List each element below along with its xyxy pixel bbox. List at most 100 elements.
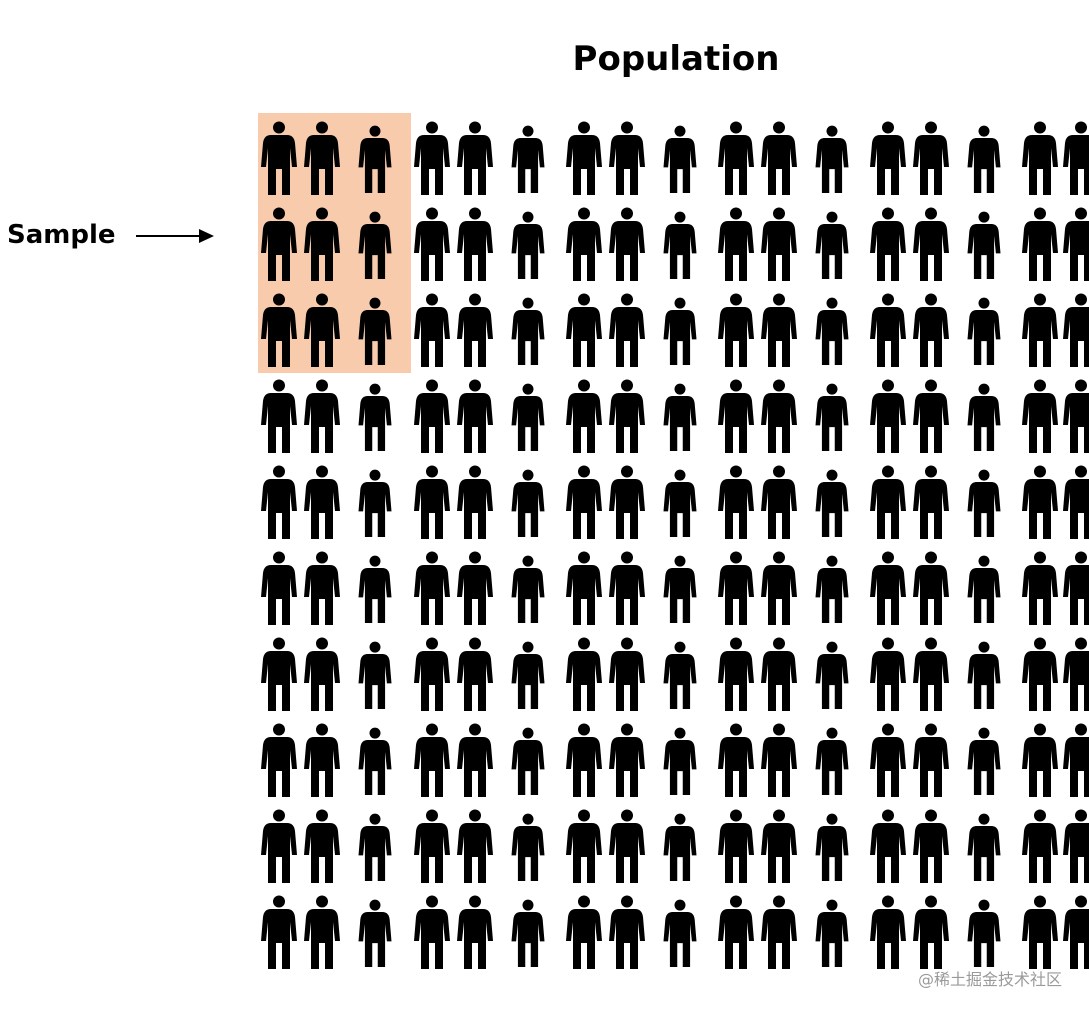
person-icon xyxy=(304,895,340,969)
person-icon xyxy=(913,293,949,367)
person-icon xyxy=(967,211,1001,279)
person-icon xyxy=(358,555,392,623)
person-icon xyxy=(1063,379,1089,453)
person-icon xyxy=(870,207,906,281)
person-icon xyxy=(358,469,392,537)
person-icon xyxy=(457,379,493,453)
person-icon xyxy=(304,809,340,883)
person-icon xyxy=(913,809,949,883)
person-icon xyxy=(566,895,602,969)
person-icon xyxy=(1063,207,1089,281)
person-icon xyxy=(457,723,493,797)
person-icon xyxy=(457,637,493,711)
person-icon xyxy=(261,379,297,453)
person-icon xyxy=(761,637,797,711)
person-icon xyxy=(870,293,906,367)
person-icon xyxy=(609,809,645,883)
person-icon xyxy=(870,637,906,711)
person-icon xyxy=(663,469,697,537)
person-icon xyxy=(566,121,602,195)
person-icon xyxy=(761,121,797,195)
person-icon xyxy=(609,465,645,539)
person-icon xyxy=(761,465,797,539)
person-icon xyxy=(815,297,849,365)
person-icon xyxy=(511,125,545,193)
person-icon xyxy=(663,813,697,881)
person-icon xyxy=(304,637,340,711)
person-icon xyxy=(1022,293,1058,367)
person-icon xyxy=(609,551,645,625)
person-icon xyxy=(870,723,906,797)
person-icon xyxy=(457,551,493,625)
person-icon xyxy=(761,809,797,883)
person-icon xyxy=(511,297,545,365)
person-icon xyxy=(457,895,493,969)
person-icon xyxy=(457,121,493,195)
person-icon xyxy=(870,895,906,969)
person-icon xyxy=(663,555,697,623)
person-icon xyxy=(457,293,493,367)
person-icon xyxy=(566,723,602,797)
person-icon xyxy=(1063,121,1089,195)
person-icon xyxy=(1022,465,1058,539)
person-icon xyxy=(566,551,602,625)
person-icon xyxy=(718,809,754,883)
person-icon xyxy=(967,813,1001,881)
person-icon xyxy=(609,121,645,195)
person-icon xyxy=(663,641,697,709)
person-icon xyxy=(566,207,602,281)
person-icon xyxy=(967,555,1001,623)
person-icon xyxy=(870,551,906,625)
person-icon xyxy=(566,809,602,883)
person-icon xyxy=(1022,723,1058,797)
sample-arrow xyxy=(136,229,214,243)
person-icon xyxy=(511,727,545,795)
person-icon xyxy=(511,211,545,279)
person-icon xyxy=(358,813,392,881)
person-icon xyxy=(1022,637,1058,711)
person-icon xyxy=(718,207,754,281)
person-icon xyxy=(1063,637,1089,711)
person-icon xyxy=(761,895,797,969)
person-icon xyxy=(967,469,1001,537)
person-icon xyxy=(609,723,645,797)
person-icon xyxy=(511,641,545,709)
person-icon xyxy=(718,121,754,195)
person-icon xyxy=(967,383,1001,451)
person-icon xyxy=(511,469,545,537)
person-icon xyxy=(967,125,1001,193)
person-icon xyxy=(761,207,797,281)
person-icon xyxy=(913,465,949,539)
person-icon xyxy=(815,125,849,193)
person-icon xyxy=(815,211,849,279)
person-icon xyxy=(414,207,450,281)
person-icon xyxy=(761,379,797,453)
person-icon xyxy=(913,379,949,453)
person-icon xyxy=(304,465,340,539)
person-icon xyxy=(304,723,340,797)
person-icon xyxy=(1063,465,1089,539)
person-icon xyxy=(913,895,949,969)
person-icon xyxy=(913,121,949,195)
person-icon xyxy=(1063,551,1089,625)
person-icon xyxy=(414,465,450,539)
person-icon xyxy=(1063,895,1089,969)
person-icon xyxy=(761,723,797,797)
person-icon xyxy=(414,895,450,969)
person-icon xyxy=(718,723,754,797)
sample-arrow-head xyxy=(199,229,214,243)
person-icon xyxy=(967,899,1001,967)
person-icon xyxy=(815,383,849,451)
person-icon xyxy=(358,641,392,709)
person-icon xyxy=(609,637,645,711)
person-icon xyxy=(414,293,450,367)
person-icon xyxy=(1063,293,1089,367)
person-icon xyxy=(815,555,849,623)
person-icon xyxy=(718,465,754,539)
person-icon xyxy=(261,465,297,539)
person-icon xyxy=(815,813,849,881)
person-icon xyxy=(457,465,493,539)
person-icon xyxy=(967,727,1001,795)
person-icon xyxy=(609,207,645,281)
